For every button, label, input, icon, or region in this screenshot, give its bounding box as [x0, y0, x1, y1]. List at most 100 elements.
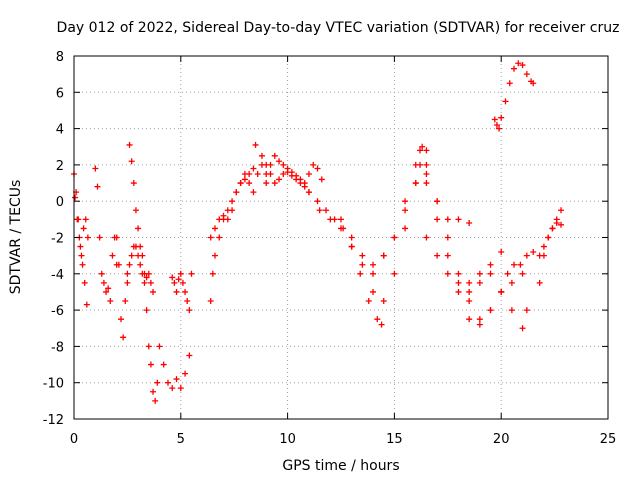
- data-point: [444, 270, 451, 277]
- data-point: [137, 261, 144, 268]
- data-point: [288, 169, 295, 176]
- data-point: [160, 361, 167, 368]
- data-point: [487, 307, 494, 314]
- series-s16: [370, 161, 473, 277]
- data-point: [241, 170, 248, 177]
- data-point: [455, 279, 462, 286]
- series-s18: [423, 180, 526, 328]
- series-s10: [207, 161, 270, 241]
- series-s4: [113, 234, 131, 341]
- data-point: [515, 60, 522, 67]
- data-point: [357, 270, 364, 277]
- data-point: [476, 279, 483, 286]
- data-point: [391, 234, 398, 241]
- data-point: [434, 252, 441, 259]
- y-tick-label: -10: [43, 377, 64, 392]
- data-point: [229, 198, 236, 205]
- data-point: [250, 189, 257, 196]
- data-point: [508, 279, 515, 286]
- data-point: [280, 161, 287, 168]
- data-point: [476, 321, 483, 328]
- data-point: [124, 270, 131, 277]
- data-point: [280, 170, 287, 177]
- y-tick-label: -4: [51, 268, 64, 283]
- data-point: [122, 298, 129, 305]
- data-point: [493, 121, 500, 128]
- data-point: [380, 298, 387, 305]
- data-point: [216, 216, 223, 223]
- data-point: [359, 252, 366, 259]
- data-point: [476, 270, 483, 277]
- data-point: [316, 207, 323, 214]
- data-point: [147, 361, 154, 368]
- data-point: [103, 288, 110, 295]
- grid-lines: [74, 56, 608, 419]
- data-point: [523, 71, 530, 78]
- series-s20: [466, 270, 530, 332]
- data-point: [143, 274, 150, 281]
- axis-ticks: 0 5 10 15 20 25 -12 -10 -8 -6 -4 -2 0 2 4 6 8: [43, 50, 617, 447]
- data-point: [135, 252, 142, 259]
- data-point: [348, 243, 355, 250]
- y-tick-label: -6: [51, 304, 64, 319]
- data-point: [374, 316, 381, 323]
- x-tick-label: 25: [600, 432, 617, 447]
- data-point: [466, 279, 473, 286]
- series-s12: [263, 152, 325, 187]
- data-point: [455, 270, 462, 277]
- series-s7: [156, 343, 193, 392]
- data-point: [150, 388, 157, 395]
- data-point: [519, 62, 526, 69]
- data-point: [184, 298, 191, 305]
- data-point: [156, 343, 163, 350]
- data-point: [498, 114, 505, 121]
- data-point: [143, 307, 150, 314]
- data-point: [523, 252, 530, 259]
- x-tick-label: 5: [177, 432, 185, 447]
- data-point: [491, 116, 498, 123]
- data-point: [209, 270, 216, 277]
- data-point: [98, 270, 105, 277]
- data-point: [128, 158, 135, 165]
- data-point: [152, 397, 159, 404]
- data-point: [455, 288, 462, 295]
- data-point: [271, 180, 278, 187]
- series-s8: [169, 270, 195, 314]
- data-point: [558, 207, 565, 214]
- data-point: [434, 216, 441, 223]
- data-point: [186, 307, 193, 314]
- x-axis-label: GPS time / hours: [282, 458, 399, 474]
- data-point: [549, 225, 556, 232]
- data-point: [229, 207, 236, 214]
- data-point: [444, 234, 451, 241]
- data-point: [120, 334, 127, 341]
- data-point: [402, 207, 409, 214]
- data-point: [496, 125, 503, 132]
- data-point: [511, 65, 518, 72]
- data-point: [135, 225, 142, 232]
- data-point: [250, 165, 257, 172]
- data-point: [412, 180, 419, 187]
- data-point: [246, 180, 253, 187]
- series-s5: [126, 141, 161, 404]
- data-point: [115, 261, 122, 268]
- data-point: [109, 252, 116, 259]
- data-point: [293, 172, 300, 179]
- data-point: [169, 385, 176, 392]
- data-point: [207, 298, 214, 305]
- data-point: [466, 288, 473, 295]
- data-point: [523, 307, 530, 314]
- series-s19: [423, 234, 505, 286]
- data-point: [558, 221, 565, 228]
- data-point: [128, 252, 135, 259]
- x-tick-label: 10: [279, 432, 296, 447]
- data-point: [348, 234, 355, 241]
- data-marks: [71, 60, 565, 404]
- y-tick-label: 2: [56, 159, 64, 174]
- data-point: [365, 298, 372, 305]
- data-point: [72, 194, 79, 201]
- data-point: [380, 252, 387, 259]
- data-point: [94, 183, 101, 190]
- data-point: [423, 180, 430, 187]
- data-point: [182, 288, 189, 295]
